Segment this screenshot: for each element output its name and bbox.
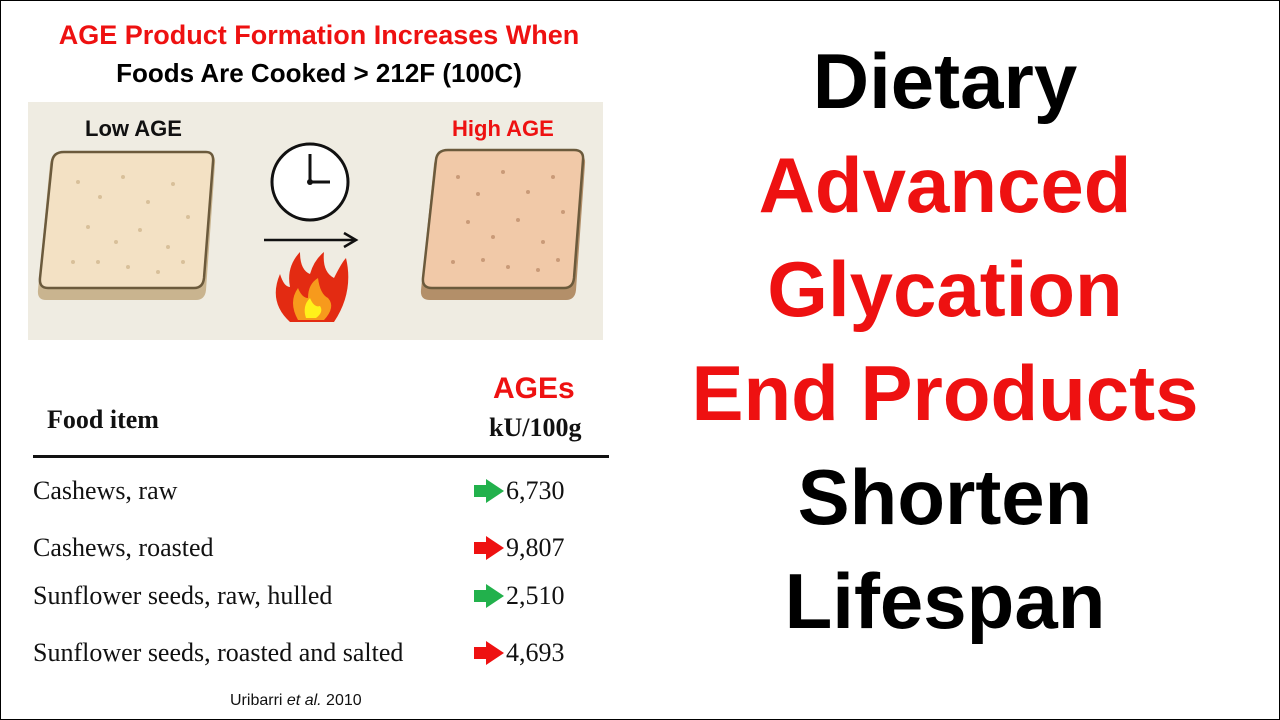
table-header-unit: kU/100g (489, 413, 582, 442)
high-age-bread-icon (420, 148, 586, 300)
table-header-rule (33, 455, 609, 458)
arrow-right-icon (264, 231, 359, 249)
title-line-1: Dietary (812, 37, 1078, 125)
header-line-2: Foods Are Cooked > 212F (100C) (116, 58, 522, 88)
title-line-3: Glycation (767, 245, 1123, 333)
table-row-value: 4,693 (506, 638, 565, 667)
red-arrow-icon (474, 536, 504, 560)
title-line-6: Lifespan (784, 557, 1106, 645)
high-age-label: High AGE (452, 116, 554, 141)
table-row-food: Sunflower seeds, roasted and salted (33, 638, 404, 667)
source-author: Uribarri (230, 692, 283, 709)
source-etal: et al. (286, 692, 322, 709)
clock-icon (270, 142, 350, 222)
table-row-food: Cashews, roasted (33, 533, 214, 562)
title-line-2: Advanced (758, 141, 1132, 229)
source-citation: Uribarri et al. 2010 (230, 692, 362, 710)
low-age-bread-icon (37, 150, 216, 300)
header-line-1: AGE Product Formation Increases When (58, 20, 580, 50)
table-row-value: 6,730 (506, 476, 565, 505)
flame-icon (275, 252, 349, 322)
table-header-food: Food item (47, 405, 159, 434)
bread-illustration (37, 142, 586, 322)
title-line-5: Shorten (797, 453, 1093, 541)
low-age-label: Low AGE (85, 116, 182, 141)
red-arrow-icon (474, 641, 504, 665)
table-row-food: Cashews, raw (33, 476, 178, 505)
green-arrow-icon (474, 479, 504, 503)
source-year: 2010 (326, 692, 362, 709)
table-row-food: Sunflower seeds, raw, hulled (33, 581, 333, 610)
green-arrow-icon (474, 584, 504, 608)
table-row-value: 2,510 (506, 581, 565, 610)
table-header-ages: AGEs (493, 372, 575, 405)
table-row-value: 9,807 (506, 533, 565, 562)
title-line-4: End Products (691, 349, 1199, 437)
